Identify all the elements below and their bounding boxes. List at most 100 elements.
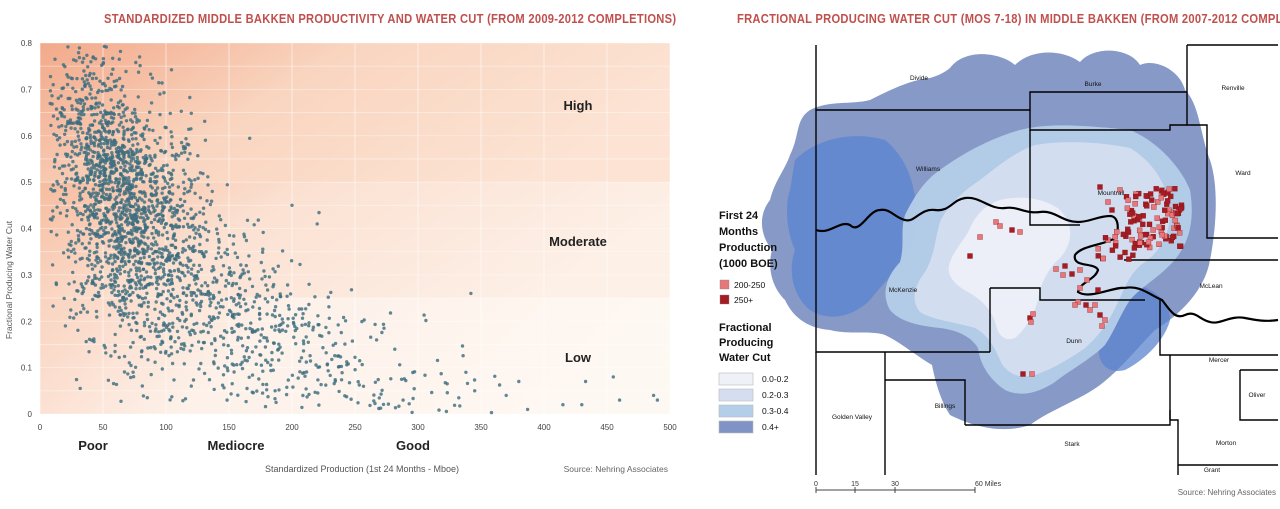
- data-point: [165, 230, 169, 235]
- well-marker: [1072, 302, 1078, 308]
- data-point: [121, 295, 125, 300]
- data-point: [461, 354, 465, 358]
- data-point: [181, 399, 185, 403]
- data-point: [245, 346, 250, 350]
- data-point: [142, 255, 146, 260]
- data-point: [108, 303, 112, 307]
- data-point: [244, 302, 248, 306]
- data-point: [489, 410, 494, 415]
- data-point: [250, 373, 255, 377]
- data-point: [265, 312, 269, 316]
- data-point: [194, 212, 198, 217]
- data-point: [437, 408, 441, 412]
- data-point: [229, 351, 234, 356]
- data-point: [158, 310, 163, 314]
- data-point: [240, 272, 244, 276]
- data-point: [87, 227, 92, 232]
- data-point: [132, 248, 137, 253]
- data-point: [93, 264, 97, 268]
- data-point: [113, 343, 117, 348]
- data-point: [101, 179, 105, 183]
- data-point: [161, 175, 165, 179]
- data-point: [257, 306, 262, 311]
- data-point: [186, 270, 190, 274]
- data-point: [361, 384, 366, 388]
- data-point: [115, 244, 119, 249]
- well-marker: [1151, 204, 1157, 210]
- data-point: [91, 205, 96, 209]
- data-point: [280, 351, 284, 355]
- data-point: [258, 317, 262, 321]
- data-point: [158, 217, 162, 221]
- data-point: [153, 138, 157, 143]
- data-point: [162, 164, 166, 168]
- data-point: [104, 192, 109, 197]
- data-point: [126, 198, 130, 202]
- data-point: [196, 176, 200, 180]
- data-point: [122, 133, 126, 137]
- well-marker: [1125, 197, 1131, 203]
- data-point: [170, 274, 174, 278]
- data-point: [155, 278, 159, 282]
- data-point: [63, 186, 67, 191]
- data-point: [129, 228, 134, 232]
- data-point: [119, 88, 123, 92]
- scale-tick-0: 0: [814, 481, 818, 488]
- data-point: [117, 264, 122, 269]
- well-marker: [1122, 249, 1128, 256]
- data-point: [74, 241, 78, 245]
- data-point: [73, 297, 77, 302]
- data-point: [286, 304, 291, 308]
- data-point: [90, 281, 94, 286]
- data-point: [70, 143, 74, 147]
- data-point: [118, 293, 122, 297]
- x-tick-label: 100: [159, 423, 173, 432]
- data-point: [142, 337, 146, 341]
- data-point: [122, 203, 126, 207]
- data-point: [173, 246, 178, 250]
- data-point: [54, 107, 59, 111]
- data-point: [226, 369, 230, 373]
- data-point: [116, 284, 121, 288]
- data-point: [215, 231, 220, 236]
- data-point: [207, 315, 212, 319]
- county-label-golden-valley: Golden Valley: [832, 414, 873, 421]
- data-point: [236, 312, 240, 316]
- county-boundary: [1170, 419, 1179, 475]
- well-marker: [1154, 215, 1160, 221]
- data-point: [103, 171, 107, 175]
- data-point: [223, 251, 227, 255]
- data-point: [69, 177, 74, 181]
- data-point: [112, 245, 116, 249]
- data-point: [109, 238, 113, 242]
- data-point: [72, 316, 76, 320]
- data-point: [89, 170, 94, 175]
- data-point: [160, 191, 164, 195]
- data-point: [80, 145, 84, 149]
- data-point: [303, 374, 307, 378]
- data-point: [140, 198, 144, 202]
- data-point: [139, 334, 143, 339]
- data-point: [340, 371, 344, 375]
- data-point: [185, 212, 190, 216]
- data-point: [214, 256, 218, 261]
- data-point: [82, 69, 86, 73]
- data-point: [181, 168, 186, 172]
- data-point: [139, 355, 144, 359]
- data-point: [92, 178, 96, 183]
- data-point: [113, 197, 117, 201]
- legend-label-0.3-0.4: 0.3-0.4: [762, 406, 789, 416]
- data-point: [173, 340, 177, 344]
- data-point: [145, 317, 150, 322]
- data-point: [242, 355, 246, 359]
- data-point: [98, 270, 103, 274]
- data-point: [186, 157, 190, 161]
- data-point: [187, 283, 191, 288]
- data-point: [131, 340, 135, 345]
- data-point: [135, 155, 139, 160]
- data-point: [331, 343, 335, 347]
- data-point: [89, 139, 93, 143]
- data-point: [97, 101, 102, 105]
- well-marker: [1150, 227, 1156, 233]
- legend-swatch-0.2-0.3: [718, 388, 754, 402]
